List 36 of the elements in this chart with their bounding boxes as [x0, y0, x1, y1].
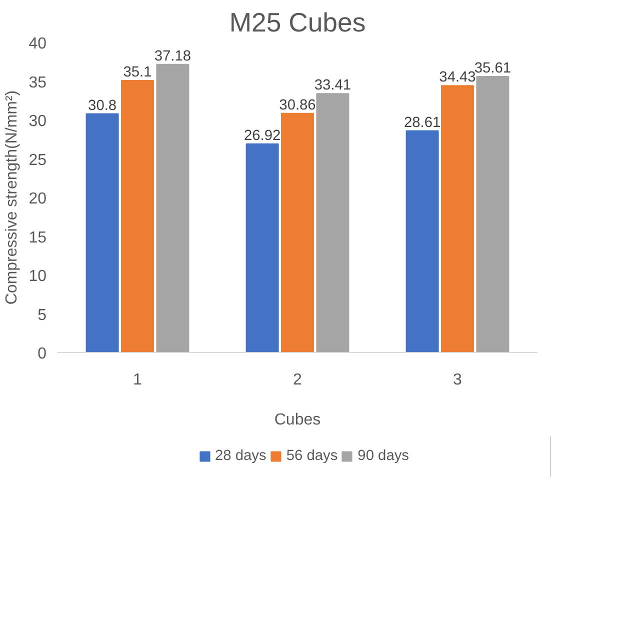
data-label: 28.61: [404, 114, 441, 131]
y-tick-label: 30: [28, 113, 47, 130]
data-label: 35.1: [123, 64, 152, 80]
data-label: 37.18: [154, 48, 192, 64]
data-label: 26.92: [244, 128, 281, 144]
x-tick-label: 3: [453, 372, 462, 388]
legend-label: 56 days: [286, 448, 338, 464]
bar: [441, 85, 474, 352]
x-tick-label: 2: [293, 372, 302, 388]
data-label: 30.86: [279, 97, 316, 114]
x-axis-title: Cubes: [274, 412, 321, 428]
y-tick-label: 5: [38, 306, 47, 324]
bar: [246, 143, 279, 352]
data-label: 34.43: [439, 70, 476, 86]
legend-label: 28 days: [214, 448, 266, 464]
bar: [121, 80, 154, 352]
x-tick-label: 1: [133, 372, 142, 388]
data-label: 30.8: [88, 98, 117, 114]
data-label: 35.61: [474, 60, 512, 77]
bar: [156, 64, 190, 352]
y-axis-title: Compressive strength(N/mm²): [4, 90, 21, 305]
chart-title: M25 Cubes: [229, 8, 366, 38]
y-tick-label: 40: [28, 36, 47, 52]
bar: [86, 113, 119, 352]
y-tick-label: 15: [28, 229, 47, 246]
bar: [316, 93, 350, 352]
y-tick-label: 0: [38, 346, 47, 362]
y-tick-label: 35: [28, 74, 47, 92]
data-label: 33.41: [314, 78, 352, 94]
bar: [476, 76, 510, 352]
y-tick-label: 25: [28, 152, 47, 169]
y-tick-label: 10: [28, 268, 47, 285]
legend-label: 90 days: [358, 448, 410, 464]
bar: [281, 112, 314, 352]
y-tick-label: 20: [28, 190, 47, 208]
bar: [406, 130, 439, 352]
